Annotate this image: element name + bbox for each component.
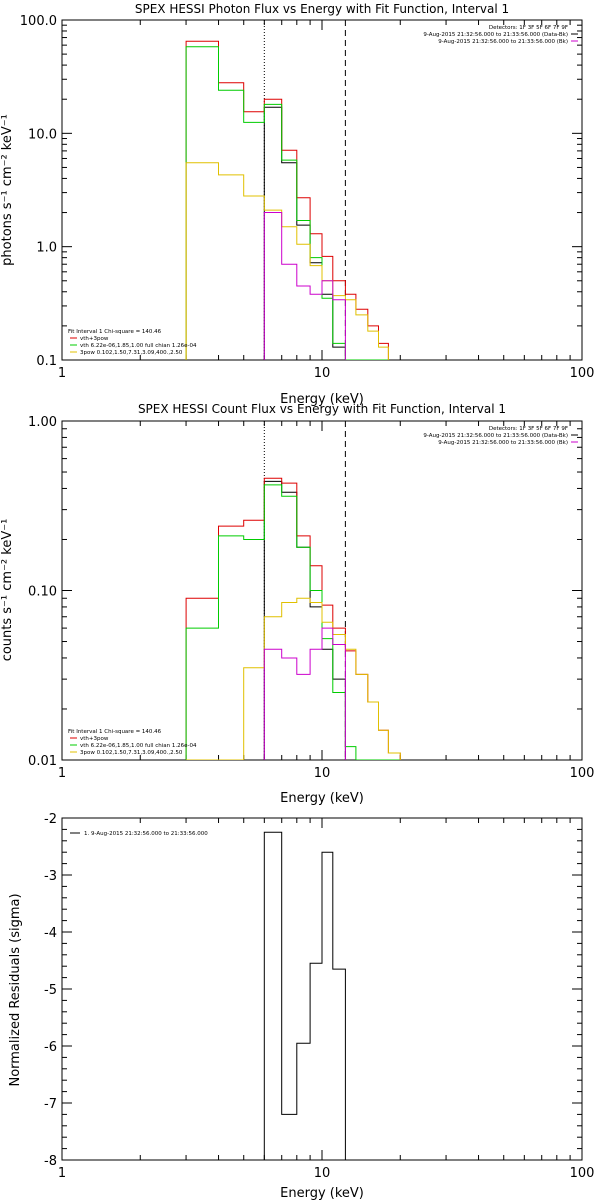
legend-entry: vth 6.22e-06,1.85,1.00 full chian 1.26e-… xyxy=(80,343,197,349)
series-3pow-line xyxy=(185,162,389,360)
x-tick-label: 1 xyxy=(58,366,66,381)
y-tick-label: -6 xyxy=(44,1040,57,1055)
y-tick-label: -2 xyxy=(44,812,57,827)
y-tick-label: 1.0 xyxy=(36,241,57,256)
legend-entry: vth+3pow xyxy=(80,736,109,742)
x-tick-label: 100 xyxy=(570,366,595,381)
y-tick-label: 0.10 xyxy=(28,585,57,600)
series-vth-line xyxy=(185,46,389,360)
y-tick-label: 0.01 xyxy=(28,754,57,769)
panel3-ylabel: Normalized Residuals (sigma) xyxy=(8,893,23,1086)
y-tick-label: -8 xyxy=(44,1154,57,1169)
panel1-ylabel: photons s⁻¹ cm⁻² keV⁻¹ xyxy=(0,114,15,266)
panel2-ylabel: counts s⁻¹ cm⁻² keV⁻¹ xyxy=(0,519,15,662)
panel1-xlabel: Energy (keV) xyxy=(280,392,364,407)
y-tick-label: -7 xyxy=(44,1097,57,1112)
series-bk-line xyxy=(263,627,346,760)
y-tick-label: 100.0 xyxy=(20,14,57,29)
legend-entry: 9-Aug-2015 21:32:56.000 to 21:33:56.000 … xyxy=(423,32,568,38)
y-tick-label: 0.1 xyxy=(36,354,57,369)
photon-flux-panel: SPEX HESSI Photon Flux vs Energy with Fi… xyxy=(0,2,594,407)
y-tick-label: -4 xyxy=(44,926,57,941)
legend-entry: 3pow 0.102,1.50,7.31,3.09,400.,2.50 xyxy=(80,750,183,756)
legend-entry: Fit Interval 1 Chi-square = 140.46 xyxy=(68,329,162,335)
panel1-title: SPEX HESSI Photon Flux vs Energy with Fi… xyxy=(135,2,509,16)
series-vth-line xyxy=(185,484,401,760)
legend-entry: Fit Interval 1 Chi-square = 140.46 xyxy=(68,729,162,735)
panel2-plot-area: 1 10 100 0.01 0.10 1.00 Detectors: 1F 3F 5F 6F… xyxy=(28,415,594,781)
panel2-title: SPEX HESSI Count Flux vs Energy with Fit… xyxy=(138,402,506,416)
panel1-series xyxy=(185,40,389,360)
y-tick-label: 1.00 xyxy=(28,415,57,430)
y-tick-label: -5 xyxy=(44,983,57,998)
series-1-9-aug-2015-21-32-56-000-to-21-33-56-000-line xyxy=(263,831,346,1160)
series-vth-3pow-line xyxy=(185,40,389,360)
legend-entry: 9-Aug-2015 21:32:56.000 to 21:33:56.000 … xyxy=(423,433,568,439)
legend-entry: 3pow 0.102,1.50,7.31,3.09,400.,2.50 xyxy=(80,350,183,356)
panel3-series xyxy=(263,831,346,1160)
panel1-plot-area: 1 10 100 0.1 1.0 10.0 100.0 Detectors: 1F 3F 5F… xyxy=(20,14,595,381)
series-3pow-line xyxy=(186,597,401,760)
count-flux-panel: SPEX HESSI Count Flux vs Energy with Fit… xyxy=(0,402,594,806)
x-tick-label: 10 xyxy=(314,1166,331,1181)
residuals-panel: Energy (keV) Normalized Residuals (sigma… xyxy=(8,812,594,1200)
y-tick-label: 10.0 xyxy=(28,127,57,142)
panel2-xlabel: Energy (keV) xyxy=(280,791,364,806)
legend-entry: 1. 9-Aug-2015 21:32:56.000 to 21:33:56.0… xyxy=(84,831,208,837)
legend-entry: 9-Aug-2015 21:32:56.000 to 21:33:56.000 … xyxy=(438,440,568,446)
x-tick-label: 10 xyxy=(314,366,331,381)
x-tick-label: 100 xyxy=(570,766,595,781)
legend-entry: 9-Aug-2015 21:32:56.000 to 21:33:56.000 … xyxy=(438,39,568,45)
x-tick-label: 100 xyxy=(570,1166,595,1181)
panel3-plot-area: 1 10 100 -8 -7 -6 -5 -4 -3 -2 1. 9-Aug-2015 21:32:… xyxy=(44,812,594,1181)
x-tick-label: 10 xyxy=(314,766,331,781)
y-tick-label: -3 xyxy=(44,869,57,884)
panel3-xlabel: Energy (keV) xyxy=(280,1186,364,1200)
panel2-series xyxy=(185,477,401,760)
legend-entry: Detectors: 1F 3F 5F 6F 7F 9F xyxy=(489,25,568,31)
x-tick-label: 1 xyxy=(58,1166,66,1181)
legend-entry: vth 6.22e-06,1.85,1.00 full chian 1.26e-… xyxy=(80,743,197,749)
series-bk-line xyxy=(263,212,346,360)
x-tick-label: 1 xyxy=(58,766,66,781)
panel1-frame xyxy=(61,19,583,361)
legend-entry: Detectors: 1F 3F 5F 6F 7F 9F xyxy=(489,426,568,432)
legend-entry: vth+3pow xyxy=(80,336,109,342)
